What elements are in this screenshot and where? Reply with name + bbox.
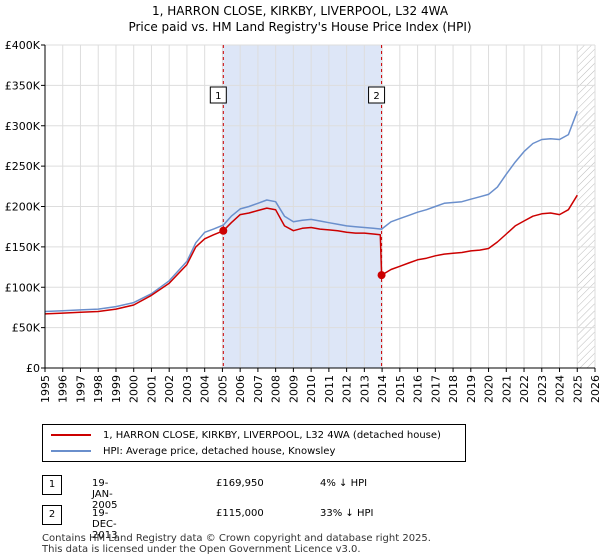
- hpi-line-swatch: [51, 450, 91, 452]
- x-tick-label: 2008: [270, 375, 283, 403]
- x-tick-label: 2018: [447, 375, 460, 403]
- legend-item-hpi: HPI: Average price, detached house, Know…: [51, 444, 335, 460]
- x-tick-label: 1998: [92, 375, 105, 403]
- x-tick-label: 2021: [500, 375, 513, 403]
- sale-number-label: 1: [215, 91, 221, 102]
- hpi-line: [44, 110, 579, 313]
- x-tick-label: 2015: [394, 375, 407, 403]
- x-tick-label: 2004: [199, 375, 212, 403]
- x-tick-label: 1997: [74, 375, 87, 403]
- x-tick-label: 2020: [483, 375, 496, 403]
- x-tick-label: 2010: [305, 375, 318, 403]
- x-tick-label: 2013: [358, 375, 371, 403]
- y-tick-label: £50K: [12, 322, 41, 335]
- transaction-price: £115,000: [216, 508, 264, 519]
- transaction-date: 19-DEC-2013: [92, 508, 118, 541]
- y-tick-label: £350K: [5, 79, 41, 92]
- footer-copyright: Contains HM Land Registry data © Crown c…: [42, 533, 431, 544]
- y-tick-label: £250K: [5, 160, 41, 173]
- x-tick-label: 2024: [554, 375, 567, 403]
- property-line-swatch: [51, 434, 91, 436]
- x-tick-label: 1996: [57, 375, 70, 403]
- legend-label-property: 1, HARRON CLOSE, KIRKBY, LIVERPOOL, L32 …: [103, 430, 441, 441]
- x-tick-label: 1995: [39, 375, 52, 403]
- chart-legend: 1, HARRON CLOSE, KIRKBY, LIVERPOOL, L32 …: [42, 424, 466, 462]
- x-tick-label: 2007: [252, 375, 265, 403]
- transaction-number: 1: [42, 475, 62, 495]
- transaction-hpi-diff: 33% ↓ HPI: [320, 508, 374, 519]
- y-tick-label: £150K: [5, 241, 41, 254]
- x-tick-label: 2005: [216, 375, 229, 403]
- x-tick-label: 1999: [110, 375, 123, 403]
- x-tick-label: 2025: [571, 375, 584, 403]
- property-price-line: [44, 194, 578, 315]
- chart-title: 1, HARRON CLOSE, KIRKBY, LIVERPOOL, L32 …: [151, 4, 449, 18]
- x-tick-label: 2022: [518, 375, 531, 403]
- x-tick-label: 2002: [163, 375, 176, 403]
- transaction-price: £169,950: [216, 478, 264, 489]
- sale-number-box: [209, 86, 227, 104]
- transaction-date: 19-JAN-2005: [92, 478, 118, 511]
- legend-label-hpi: HPI: Average price, detached house, Know…: [103, 446, 336, 457]
- x-tick-label: 2014: [376, 375, 389, 403]
- x-tick-label: 2001: [145, 375, 158, 403]
- y-tick-label: £300K: [5, 120, 41, 133]
- x-tick-label: 2009: [287, 375, 300, 403]
- y-tick-label: £200K: [5, 201, 41, 214]
- y-tick-label: £400K: [5, 39, 41, 52]
- transaction-hpi-diff: 4% ↓ HPI: [320, 478, 368, 489]
- x-tick-label: 2016: [412, 375, 425, 403]
- y-tick-label: £100K: [5, 281, 41, 294]
- sale-number-label: 2: [373, 91, 379, 102]
- x-tick-label: 2026: [589, 375, 600, 403]
- x-tick-label: 2000: [128, 375, 141, 403]
- footer-licence: This data is licensed under the Open Gov…: [42, 544, 361, 555]
- x-tick-label: 2011: [323, 375, 336, 403]
- x-tick-label: 2006: [234, 375, 247, 403]
- y-tick-label: £0: [26, 362, 40, 375]
- x-tick-label: 2023: [536, 375, 549, 403]
- sale-point: [219, 226, 228, 235]
- price-chart: 1 2 £0 £50K £100K £150K £200K £250K £300K £350K £4…: [5, 39, 600, 403]
- chart-subtitle: Price paid vs. HM Land Registry's House …: [128, 20, 472, 34]
- transaction-number: 2: [42, 505, 62, 525]
- x-tick-label: 2012: [341, 375, 354, 403]
- x-tick-label: 2019: [465, 375, 478, 403]
- sale-number-box: [368, 86, 386, 104]
- x-tick-label: 2017: [429, 375, 442, 403]
- sale-point: [377, 271, 386, 280]
- legend-item-property: 1, HARRON CLOSE, KIRKBY, LIVERPOOL, L32 …: [51, 428, 441, 444]
- x-tick-label: 2003: [181, 375, 194, 403]
